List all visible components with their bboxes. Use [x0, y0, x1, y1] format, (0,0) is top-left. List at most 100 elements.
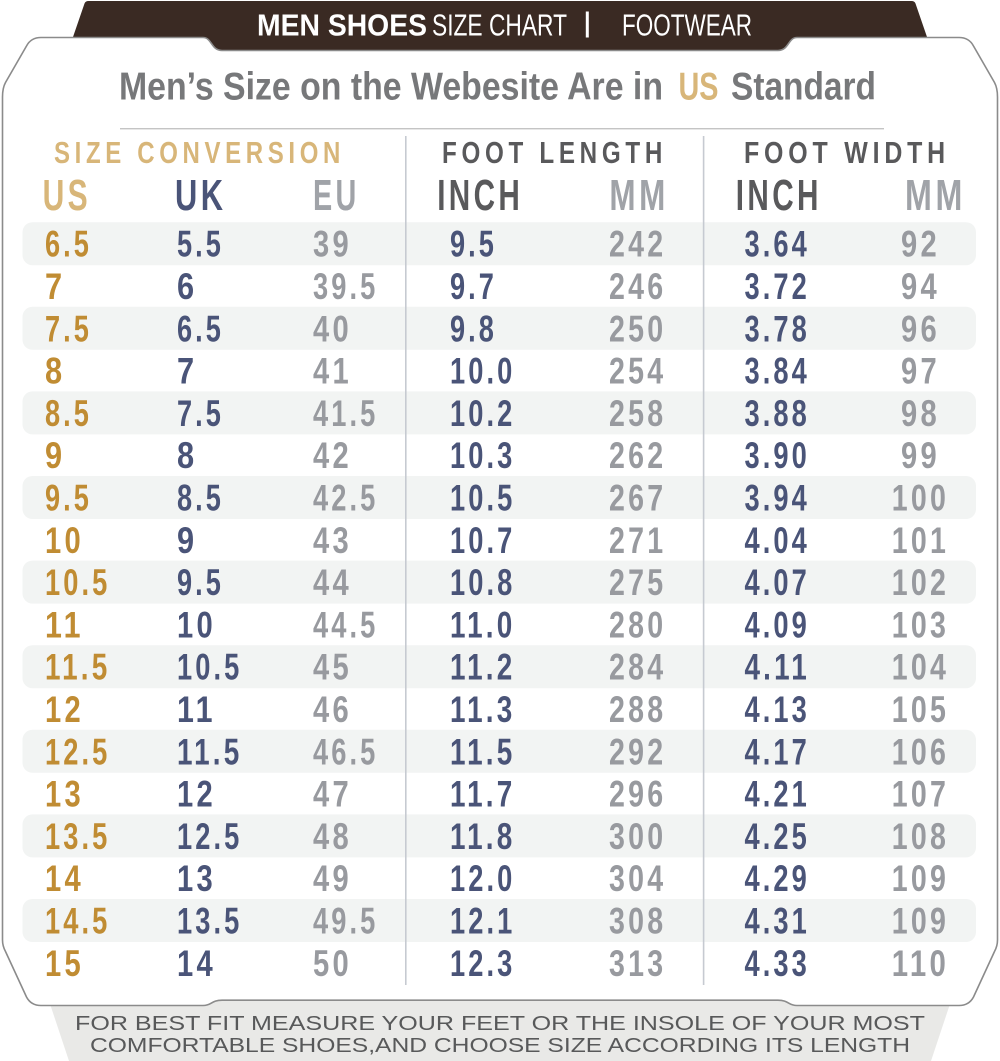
svg-text:Standard: Standard: [731, 66, 876, 109]
svg-text:104: 104: [892, 647, 949, 688]
svg-text:4.04: 4.04: [745, 520, 810, 561]
svg-text:271: 271: [609, 520, 666, 561]
svg-text:258: 258: [609, 393, 666, 434]
svg-text:300: 300: [609, 816, 666, 857]
svg-text:42.5: 42.5: [313, 478, 378, 519]
svg-text:49.5: 49.5: [313, 901, 378, 942]
svg-text:48: 48: [313, 816, 352, 857]
svg-text:308: 308: [609, 901, 666, 942]
svg-text:9.8: 9.8: [450, 308, 497, 349]
svg-text:4.13: 4.13: [745, 689, 810, 730]
svg-text:41: 41: [313, 351, 352, 392]
svg-text:110: 110: [892, 943, 949, 984]
svg-text:50: 50: [313, 943, 352, 984]
svg-text:98: 98: [901, 393, 940, 434]
svg-text:10: 10: [177, 604, 216, 645]
svg-text:44.5: 44.5: [313, 604, 378, 645]
svg-text:10.0: 10.0: [450, 351, 515, 392]
svg-text:EU: EU: [313, 171, 360, 220]
svg-text:5.5: 5.5: [177, 224, 224, 265]
svg-text:10.3: 10.3: [450, 435, 515, 476]
svg-text:INCH: INCH: [736, 171, 822, 220]
svg-text:43: 43: [313, 520, 352, 561]
svg-text:44: 44: [313, 562, 352, 603]
svg-text:3.72: 3.72: [745, 266, 810, 307]
svg-text:14: 14: [45, 858, 84, 899]
svg-text:12: 12: [45, 689, 84, 730]
svg-text:41.5: 41.5: [313, 393, 378, 434]
svg-text:103: 103: [892, 604, 949, 645]
svg-text:10.5: 10.5: [450, 478, 515, 519]
svg-text:42: 42: [313, 435, 352, 476]
svg-text:8.5: 8.5: [45, 393, 92, 434]
svg-text:12.3: 12.3: [450, 943, 515, 984]
svg-text:101: 101: [892, 520, 949, 561]
svg-text:7.5: 7.5: [45, 308, 92, 349]
svg-text:12.5: 12.5: [45, 731, 110, 772]
svg-text:8.5: 8.5: [177, 478, 224, 519]
svg-text:288: 288: [609, 689, 666, 730]
svg-text:39.5: 39.5: [313, 266, 378, 307]
svg-text:14.5: 14.5: [45, 901, 110, 942]
svg-text:UK: UK: [175, 171, 227, 220]
svg-text:9.5: 9.5: [45, 478, 92, 519]
svg-text:292: 292: [609, 731, 666, 772]
svg-text:9.7: 9.7: [450, 266, 497, 307]
svg-text:11.5: 11.5: [45, 647, 110, 688]
svg-text:3.84: 3.84: [745, 351, 810, 392]
svg-text:9.5: 9.5: [177, 562, 224, 603]
svg-text:US: US: [679, 66, 719, 109]
svg-text:106: 106: [892, 731, 949, 772]
svg-text:12.1: 12.1: [450, 901, 515, 942]
svg-text:SIZE CONVERSION: SIZE CONVERSION: [54, 135, 345, 170]
svg-text:7: 7: [177, 351, 198, 392]
svg-text:MM: MM: [609, 171, 669, 220]
svg-text:109: 109: [892, 858, 949, 899]
svg-text:11.0: 11.0: [450, 604, 515, 645]
svg-text:12.0: 12.0: [450, 858, 515, 899]
svg-text:US: US: [43, 171, 92, 220]
svg-text:13: 13: [45, 774, 84, 815]
svg-text:MM: MM: [905, 171, 966, 220]
svg-text:11.3: 11.3: [450, 689, 515, 730]
svg-text:10.5: 10.5: [45, 562, 110, 603]
svg-text:9: 9: [177, 520, 198, 561]
svg-text:8: 8: [45, 351, 66, 392]
svg-text:10.2: 10.2: [450, 393, 515, 434]
svg-text:4.33: 4.33: [745, 943, 810, 984]
svg-text:99: 99: [901, 435, 940, 476]
svg-text:4.07: 4.07: [745, 562, 810, 603]
svg-text:FOOT LENGTH: FOOT LENGTH: [442, 135, 667, 170]
svg-text:242: 242: [609, 224, 666, 265]
svg-text:4.17: 4.17: [745, 731, 810, 772]
svg-text:107: 107: [892, 774, 949, 815]
svg-text:11: 11: [45, 604, 84, 645]
svg-text:INCH: INCH: [437, 171, 523, 220]
svg-text:14: 14: [177, 943, 216, 984]
svg-text:284: 284: [609, 647, 666, 688]
svg-text:10.8: 10.8: [450, 562, 515, 603]
svg-text:100: 100: [892, 478, 949, 519]
svg-text:9.5: 9.5: [450, 224, 497, 265]
svg-text:11.2: 11.2: [450, 647, 515, 688]
svg-text:13.5: 13.5: [45, 816, 110, 857]
svg-text:4.11: 4.11: [745, 647, 810, 688]
svg-text:46: 46: [313, 689, 352, 730]
svg-text:296: 296: [609, 774, 666, 815]
svg-text:109: 109: [892, 901, 949, 942]
svg-text:COMFORTABLE SHOES,AND CHOOSE S: COMFORTABLE SHOES,AND CHOOSE SIZE ACCORD…: [90, 1035, 910, 1057]
svg-text:12: 12: [177, 774, 216, 815]
svg-text:280: 280: [609, 604, 666, 645]
svg-text:250: 250: [609, 308, 666, 349]
svg-text:4.31: 4.31: [745, 901, 810, 942]
svg-text:10.7: 10.7: [450, 520, 515, 561]
svg-text:108: 108: [892, 816, 949, 857]
svg-text:267: 267: [609, 478, 666, 519]
svg-text:246: 246: [609, 266, 666, 307]
svg-text:96: 96: [901, 308, 940, 349]
svg-text:3.90: 3.90: [745, 435, 810, 476]
svg-text:46.5: 46.5: [313, 731, 378, 772]
svg-text:4.29: 4.29: [745, 858, 810, 899]
svg-text:3.94: 3.94: [745, 478, 810, 519]
svg-text:11.7: 11.7: [450, 774, 515, 815]
